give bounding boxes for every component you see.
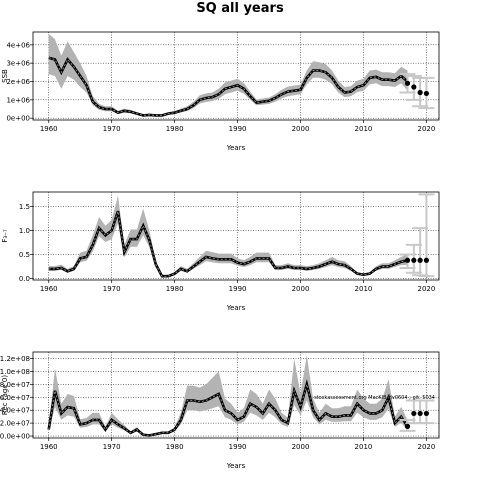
y-tick-label-3: 3e+06 — [6, 60, 30, 68]
projection-point-3 — [423, 257, 430, 263]
x-tick-label-2: 1980 — [166, 285, 184, 293]
y-tick-label-1: 0.5 — [19, 251, 30, 259]
y-tick-label-4: 8.0e+07 — [0, 381, 30, 389]
y-tick-label-2: 4.0e+07 — [0, 407, 30, 415]
stock-annotation: stockassessment.org MacKIB Hv0604 ; git:… — [314, 395, 435, 401]
x-axis-label: Years — [226, 144, 246, 152]
x-tick-label-2: 1980 — [166, 443, 184, 451]
x-tick-label-0: 1960 — [40, 443, 58, 451]
x-axis-label: Years — [226, 304, 246, 312]
projection-point-0 — [404, 257, 411, 263]
series-line-dash — [48, 211, 408, 277]
x-tick-label-3: 1990 — [229, 285, 247, 293]
y-tick-label-0: 0.0 — [19, 275, 30, 283]
panel-ssb: 1960 1970 1980 1990 2000 2010 2020 0e+00 1e+06 2e… — [1, 31, 440, 152]
projection-point-3 — [423, 410, 430, 417]
x-tick-label-6: 2020 — [417, 443, 435, 451]
x-tick-label-3: 1990 — [229, 443, 247, 451]
x-tick-label-6: 2020 — [417, 285, 435, 293]
x-tick-label-6: 2020 — [417, 125, 435, 133]
panel-fishing-mortality: 1960 1970 1980 1990 2000 2010 2020 0.0 0.5 1.0 1.5… — [1, 191, 440, 312]
x-tick-label-5: 2010 — [355, 285, 373, 293]
projection-point-1 — [411, 257, 417, 263]
figure-title: SQ all years — [196, 1, 284, 16]
y-tick-label-4: 4e+06 — [6, 41, 30, 49]
y-tick-label-3: 1.5 — [19, 203, 30, 211]
projection-point-1 — [411, 84, 417, 90]
x-tick-label-3: 1990 — [229, 125, 247, 133]
x-tick-label-5: 2010 — [355, 125, 373, 133]
x-tick-label-4: 2000 — [292, 125, 310, 133]
x-tick-label-4: 2000 — [292, 285, 310, 293]
y-tick-label-6: 1.2e+08 — [0, 355, 30, 363]
projection-point-1 — [411, 410, 417, 417]
x-tick-label-4: 2000 — [292, 443, 310, 451]
series-line-dash — [48, 57, 408, 116]
x-tick-label-0: 1960 — [40, 285, 58, 293]
x-axis-label: Years — [226, 462, 246, 470]
y-axis-label: Rec (age 0) — [1, 375, 9, 415]
projection-point-3 — [423, 90, 430, 97]
x-tick-label-1: 1970 — [103, 443, 121, 451]
y-tick-label-0: 0e+00 — [6, 115, 30, 123]
x-tick-label-1: 1970 — [103, 125, 121, 133]
y-tick-label-0: 0.0e+00 — [0, 433, 30, 441]
projection-point-2 — [417, 410, 423, 417]
x-tick-label-5: 2010 — [355, 443, 373, 451]
series-line-dash — [48, 382, 408, 436]
confidence-band — [48, 195, 408, 278]
y-tick-label-1: 1e+06 — [6, 96, 30, 104]
panel-recruitment: 1960 1970 1980 1990 2000 2010 2020 0.0e+00 2.0e+… — [0, 351, 440, 470]
y-tick-label-2: 2e+06 — [6, 78, 30, 86]
x-tick-label-0: 1960 — [40, 125, 58, 133]
projection-point-2 — [417, 257, 423, 263]
y-tick-label-3: 6.0e+07 — [0, 394, 30, 402]
projection-point-2 — [417, 89, 423, 96]
projection-point-0 — [404, 423, 411, 429]
x-tick-label-1: 1970 — [103, 285, 121, 293]
x-tick-label-2: 1980 — [166, 125, 184, 133]
y-tick-label-2: 1.0 — [19, 227, 30, 235]
y-tick-label-1: 2.0e+07 — [0, 420, 30, 428]
projection-point-0 — [404, 80, 411, 86]
y-axis-label: F₃₋₇ — [1, 229, 9, 243]
y-tick-label-5: 1.0e+08 — [0, 368, 30, 376]
y-axis-label: SSB — [1, 69, 9, 83]
